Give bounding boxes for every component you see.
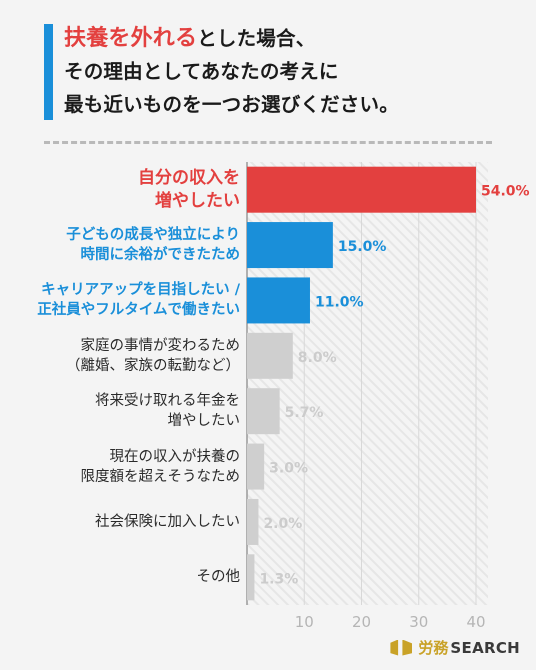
value-label: 8.0% [298, 350, 337, 366]
x-tick-label: 30 [409, 613, 428, 631]
category-label-line: キャリアアップを目指したい / [41, 282, 240, 299]
bar-chart: 10 20 30 40 54.0% 15.0% 11.0% 8.0% 5.7% 3.0% 2.0% 1… [0, 150, 536, 640]
category-label-line: 限度額を超えそうなため [80, 468, 241, 485]
category-label-line: 社会保険に加入したい [95, 513, 240, 530]
category-label-line: 将来受け取れる年金を [95, 393, 240, 410]
x-tick-label: 40 [466, 613, 485, 631]
title-accent-bar [44, 24, 53, 120]
value-label: 1.3% [259, 571, 298, 587]
category-label-line: 家庭の事情が変わるため [80, 337, 241, 354]
bar [247, 166, 476, 213]
title-line2: その理由としてあなたの考えに [64, 60, 339, 83]
value-label: 15.0% [338, 239, 387, 255]
bar [247, 443, 265, 490]
category-label: 将来受け取れる年金を増やしたい [0, 391, 240, 431]
bar [247, 388, 280, 435]
value-label: 54.0% [481, 184, 530, 200]
logo-book-icon-right [402, 639, 413, 656]
category-label: 子どもの成長や独立により時間に余裕ができたため [0, 225, 240, 265]
bar [247, 332, 293, 379]
logo-ja-text: 労務 [418, 639, 449, 657]
bar [247, 222, 333, 269]
category-label-line: 正社員やフルタイムで働きたい [37, 302, 240, 319]
category-label-line: （離婚、家族の転勤など） [66, 357, 240, 374]
category-label: 家庭の事情が変わるため （離婚、家族の転勤など） [0, 336, 240, 376]
x-tick-label: 10 [295, 613, 314, 631]
value-label: 5.7% [285, 405, 324, 421]
chart-title: 扶養を外れるとした場合、 その理由としてあなたの考えに 最も近いものを一つお選び… [64, 22, 524, 121]
title-highlight: 扶養を外れる [64, 26, 198, 51]
bar [247, 277, 310, 324]
value-label: 3.0% [269, 461, 308, 477]
title-line1-rest: とした場合、 [197, 27, 316, 50]
category-label: 現在の収入が扶養の限度額を超えそうなため [0, 447, 241, 487]
bar [247, 554, 255, 601]
category-label-line: その他 [196, 569, 241, 586]
value-label: 11.0% [315, 294, 364, 310]
logo-en-text: SEARCH [450, 638, 520, 657]
category-label-line: 子どもの成長や独立により [66, 227, 240, 244]
brand-logo: 労務 SEARCH [390, 637, 520, 658]
value-label: 2.0% [263, 516, 302, 532]
bar [247, 498, 259, 545]
category-label: 社会保険に加入したい [0, 512, 240, 532]
category-label-line: 現在の収入が扶養の [109, 448, 241, 465]
category-label-line: 増やしたい [167, 413, 241, 430]
category-label: 自分の収入を 増やしたい [0, 167, 240, 213]
title-line3: 最も近いものを一つお選びください。 [64, 93, 399, 116]
category-label-line: 増やしたい [155, 190, 240, 211]
title-divider [44, 141, 492, 144]
category-label: キャリアアップを目指したい / 正社員やフルタイムで働きたい [0, 280, 240, 320]
x-tick-label: 20 [352, 613, 371, 631]
category-label-line: 時間に余裕ができたため [80, 247, 241, 264]
category-label-line: 自分の収入を [138, 167, 240, 188]
category-label: その他 [0, 567, 241, 587]
logo-book-icon [390, 639, 399, 656]
bar-chart-svg: 10 20 30 40 54.0% 15.0% 11.0% 8.0% 5.7% 3.0% 2.0% 1… [246, 162, 530, 631]
